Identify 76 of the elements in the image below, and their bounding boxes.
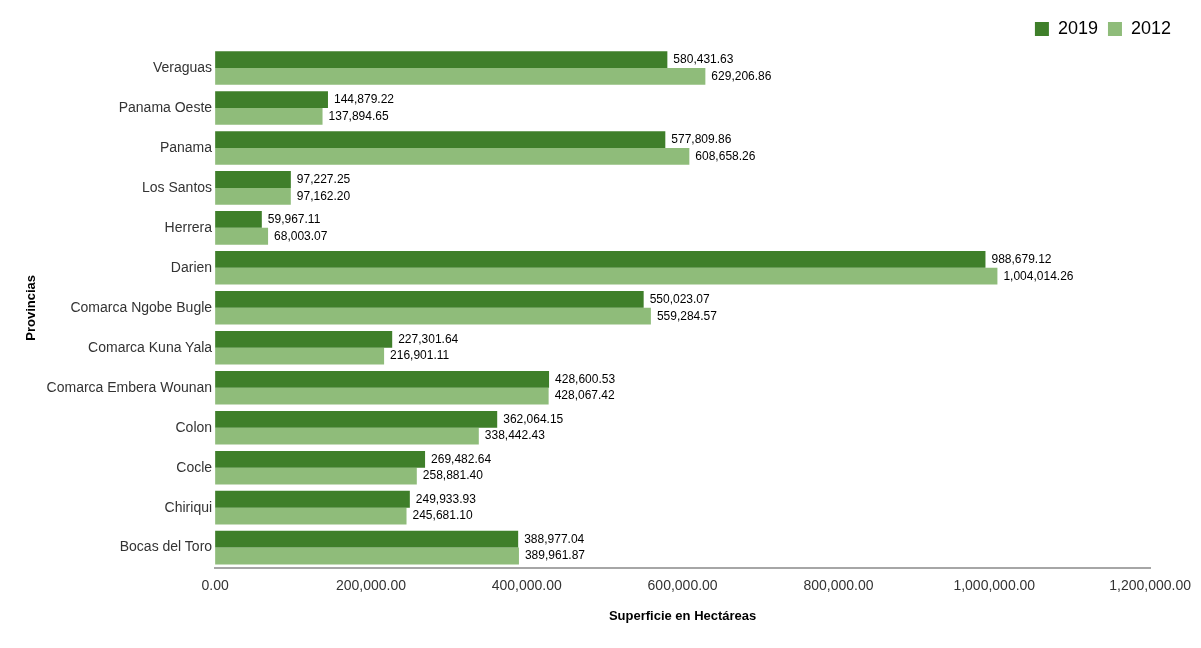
bar bbox=[215, 530, 519, 548]
y-tick-label: Darien bbox=[170, 258, 213, 275]
y-axis-title: Provincias bbox=[23, 274, 39, 341]
data-label: 216,901.11 bbox=[390, 348, 450, 363]
x-tick-label: 200,000.00 bbox=[335, 576, 407, 593]
data-label: 577,809.86 bbox=[671, 131, 732, 146]
bar bbox=[215, 107, 323, 125]
y-tick-label: Chiriqui bbox=[164, 498, 213, 515]
y-tick-label: Panama Oeste bbox=[118, 98, 213, 115]
x-tick-label: 800,000.00 bbox=[803, 576, 874, 593]
x-tick-label: 1,200,000.00 bbox=[1109, 576, 1192, 593]
data-label: 137,894.65 bbox=[328, 108, 389, 123]
y-tick-label: Bocas del Toro bbox=[119, 538, 213, 555]
data-label: 249,933.93 bbox=[415, 491, 477, 506]
bar bbox=[215, 251, 986, 268]
bar bbox=[215, 427, 479, 445]
bar bbox=[215, 211, 262, 228]
x-tick-label: 600,000.00 bbox=[647, 576, 718, 593]
bar bbox=[215, 387, 549, 405]
bar bbox=[215, 67, 706, 85]
data-label: 388,977.04 bbox=[524, 531, 585, 546]
bar bbox=[215, 51, 668, 68]
x-tick-label: 1,000,000.00 bbox=[953, 576, 1036, 593]
bar bbox=[215, 347, 385, 365]
data-label: 362,064.15 bbox=[503, 411, 564, 426]
data-label: 550,023.07 bbox=[649, 291, 711, 306]
bar bbox=[215, 467, 417, 485]
legend-label: 2012 bbox=[1130, 17, 1171, 38]
data-label: 245,681.10 bbox=[412, 508, 473, 523]
bar bbox=[215, 330, 393, 348]
data-label: 68,003.07 bbox=[274, 228, 328, 243]
bar bbox=[215, 171, 291, 188]
bar bbox=[215, 410, 498, 428]
data-label: 97,227.25 bbox=[296, 171, 351, 186]
x-tick-label: 400,000.00 bbox=[491, 576, 563, 593]
data-label: 428,600.53 bbox=[555, 371, 616, 386]
data-label: 559,284.57 bbox=[656, 308, 718, 323]
data-label: 389,961.87 bbox=[524, 548, 586, 563]
bar bbox=[215, 507, 407, 525]
bar bbox=[215, 267, 998, 285]
y-tick-label: Panama bbox=[159, 138, 213, 155]
data-label: 338,442.43 bbox=[484, 428, 546, 443]
data-label: 144,879.22 bbox=[333, 91, 395, 106]
data-label: 97,162.20 bbox=[296, 188, 351, 203]
y-tick-label: Herrera bbox=[164, 218, 213, 235]
x-axis-title: Superficie en Hectáreas bbox=[608, 607, 757, 623]
y-tick-label: Veraguas bbox=[152, 58, 213, 75]
bar bbox=[215, 291, 644, 308]
y-tick-label: Colon bbox=[175, 418, 213, 435]
y-tick-label: Cocle bbox=[176, 458, 213, 475]
bar bbox=[215, 91, 328, 108]
data-label: 988,679.12 bbox=[991, 251, 1052, 266]
bar bbox=[215, 131, 666, 148]
data-label: 629,206.86 bbox=[711, 68, 772, 83]
y-tick-label: Los Santos bbox=[142, 178, 213, 195]
bar bbox=[215, 490, 410, 508]
y-tick-label: Comarca Ngobe Bugle bbox=[70, 298, 213, 315]
data-label: 580,431.63 bbox=[673, 51, 734, 66]
data-label: 1,004,014.26 bbox=[1003, 268, 1074, 283]
bar bbox=[215, 227, 269, 245]
data-label: 428,067.42 bbox=[554, 388, 616, 403]
bar bbox=[215, 147, 690, 165]
y-tick-label: Comarca Kuna Yala bbox=[88, 338, 213, 355]
legend-label: 2019 bbox=[1057, 17, 1098, 38]
y-tick-label: Comarca Embera Wounan bbox=[46, 378, 213, 395]
data-label: 258,881.40 bbox=[422, 468, 484, 483]
data-label: 269,482.64 bbox=[431, 451, 492, 466]
data-label: 59,967.11 bbox=[267, 211, 321, 226]
bar bbox=[215, 370, 550, 388]
bar bbox=[215, 187, 291, 205]
bar bbox=[215, 307, 651, 325]
data-label: 227,301.64 bbox=[398, 331, 459, 346]
x-tick-label: 0.00 bbox=[201, 576, 229, 593]
data-label: 608,658.26 bbox=[695, 148, 756, 163]
bar bbox=[215, 450, 426, 468]
bar bbox=[215, 547, 519, 565]
